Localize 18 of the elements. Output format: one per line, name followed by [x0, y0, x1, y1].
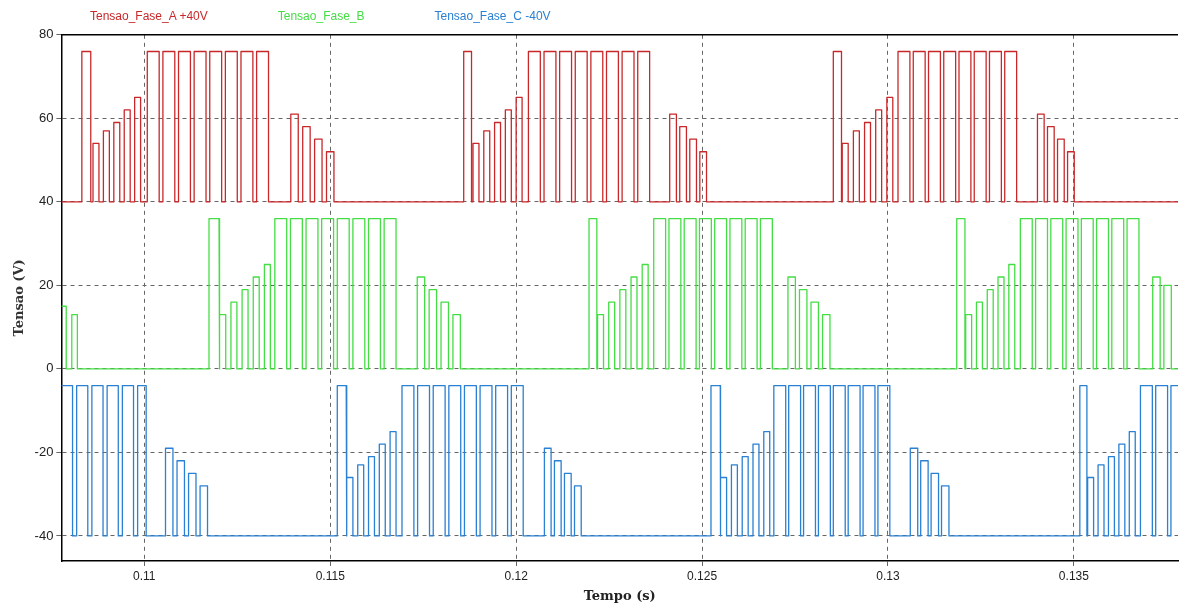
y-tick-label: 0 [46, 360, 54, 376]
y-tick-label: -20 [34, 444, 54, 459]
y-tick-label: 40 [38, 193, 54, 209]
x-axis-title: Tempo (s) [583, 587, 656, 603]
text: Tensao_Fase_C -40V [434, 9, 551, 23]
text: Tensao_Fase_A +40V [90, 9, 208, 23]
y-tick-label: 20 [38, 276, 54, 292]
x-tick-label: 0.11 [133, 568, 156, 583]
x-tick-label: 0.12 [504, 568, 529, 583]
y-axis-title: Tensao (V) [11, 259, 27, 337]
x-tick-label: 0.135 [1058, 568, 1090, 583]
x-tick-label: 0.13 [876, 568, 900, 583]
y-tick-label: -40 [34, 527, 54, 543]
y-tick-label: 60 [38, 109, 54, 125]
x-tick-label: 0.125 [687, 568, 718, 583]
text: Tensao_Fase_B [277, 9, 365, 23]
x-tick-label: 0.115 [315, 568, 346, 583]
y-tick-label: 80 [38, 26, 54, 42]
